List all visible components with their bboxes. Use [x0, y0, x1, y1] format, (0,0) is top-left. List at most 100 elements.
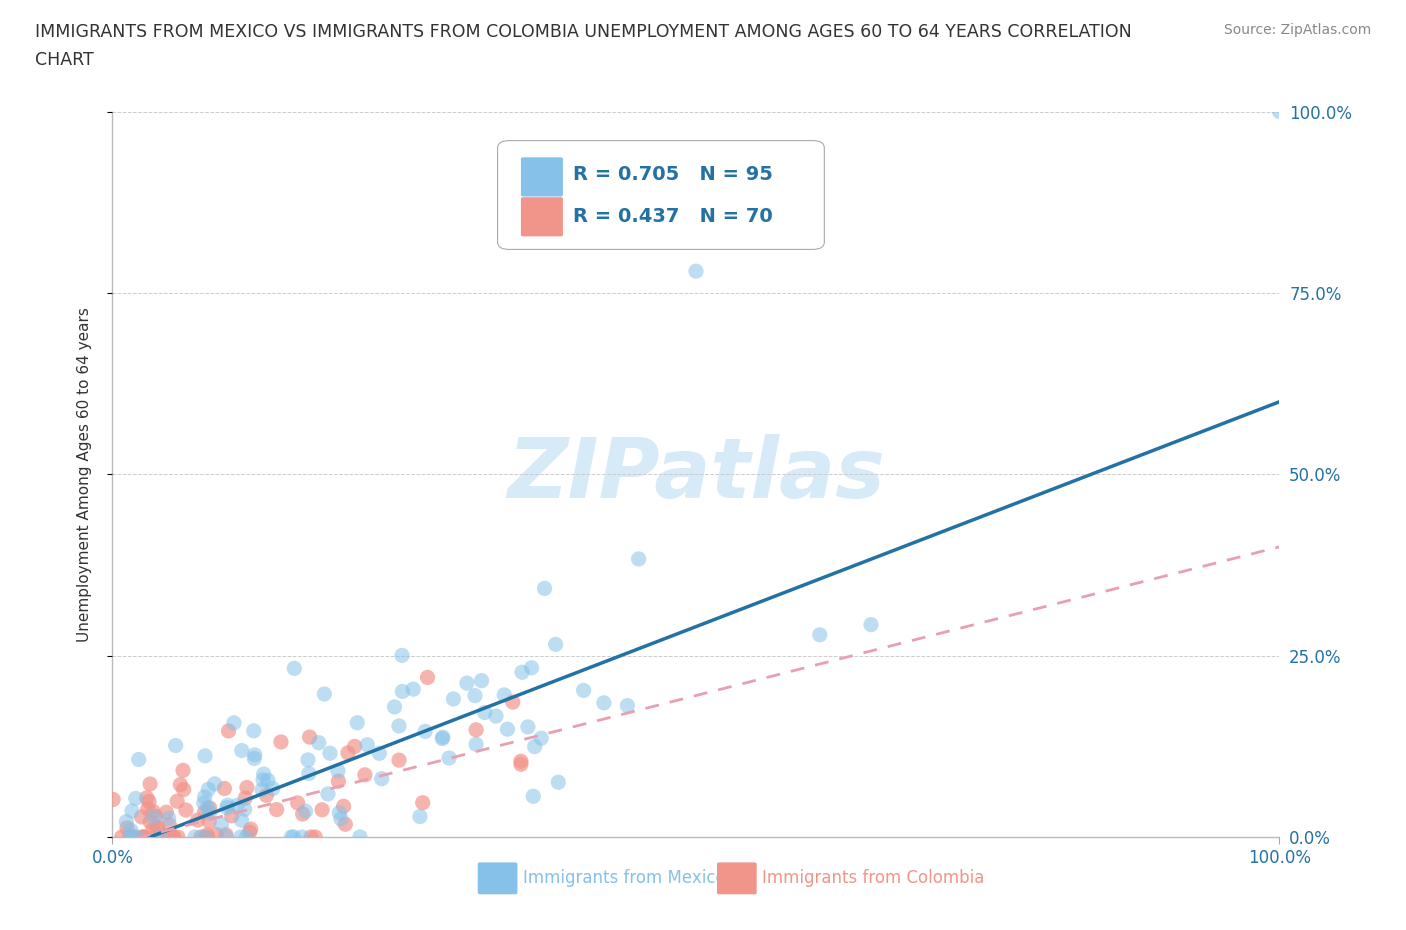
Point [391, 684, 413, 698]
Point [215, 828, 238, 843]
Point [346, 715, 368, 730]
Point [356, 737, 378, 752]
Point [456, 676, 478, 691]
Point [298, 730, 321, 745]
Point [311, 803, 333, 817]
Point [270, 735, 292, 750]
Point [252, 773, 274, 788]
Point [343, 739, 366, 754]
Point [502, 695, 524, 710]
Point [215, 830, 238, 844]
Y-axis label: Unemployment Among Ages 60 to 64 years: Unemployment Among Ages 60 to 64 years [77, 307, 91, 642]
Point [291, 830, 314, 844]
Point [195, 828, 218, 843]
Point [437, 751, 460, 765]
Point [222, 715, 245, 730]
Point [257, 773, 280, 788]
Point [808, 628, 831, 643]
Point [280, 830, 302, 844]
Point [172, 763, 194, 777]
Point [283, 661, 305, 676]
Point [139, 815, 162, 830]
Point [496, 722, 519, 737]
Point [254, 788, 277, 803]
Point [547, 775, 569, 790]
Point [125, 830, 148, 844]
Point [157, 817, 180, 832]
Point [101, 792, 124, 807]
FancyBboxPatch shape [478, 862, 517, 895]
Point [149, 830, 172, 844]
Point [142, 804, 165, 818]
Point [190, 830, 212, 844]
Point [592, 696, 614, 711]
Point [354, 767, 377, 782]
Point [287, 795, 309, 810]
Point [522, 789, 544, 804]
Point [441, 692, 464, 707]
Point [238, 825, 260, 840]
Point [432, 730, 454, 745]
Point [173, 782, 195, 797]
Point [572, 683, 595, 698]
Point [298, 766, 321, 781]
Point [162, 830, 184, 844]
Point [494, 687, 516, 702]
Point [115, 820, 138, 835]
Point [138, 794, 160, 809]
Point [157, 811, 180, 826]
Point [236, 780, 259, 795]
Text: ZIPatlas: ZIPatlas [508, 433, 884, 515]
Point [239, 822, 262, 837]
Point [291, 806, 314, 821]
Point [326, 764, 349, 778]
Point [516, 720, 538, 735]
FancyBboxPatch shape [520, 157, 562, 196]
Point [156, 830, 179, 844]
Point [384, 699, 406, 714]
Point [163, 830, 186, 844]
Point [194, 804, 217, 819]
Text: R = 0.705   N = 95: R = 0.705 N = 95 [574, 166, 773, 184]
Point [142, 821, 165, 836]
Point [198, 814, 221, 829]
Point [294, 804, 316, 818]
Point [194, 790, 217, 804]
Point [509, 757, 531, 772]
Point [165, 738, 187, 753]
Point [115, 815, 138, 830]
Point [471, 673, 494, 688]
Point [304, 830, 326, 844]
Point [314, 686, 336, 701]
Point [142, 810, 165, 825]
Point [128, 752, 150, 767]
Point [474, 705, 496, 720]
Text: R = 0.437   N = 70: R = 0.437 N = 70 [574, 207, 773, 226]
Point [195, 830, 218, 844]
Point [226, 798, 249, 813]
Point [413, 724, 436, 738]
Point [510, 665, 533, 680]
Point [194, 749, 217, 764]
Point [860, 618, 883, 632]
Point [197, 782, 219, 797]
Point [388, 752, 411, 767]
Point [523, 739, 546, 754]
Point [169, 777, 191, 792]
Point [627, 551, 650, 566]
Point [174, 803, 197, 817]
Point [368, 746, 391, 761]
Point [136, 802, 159, 817]
Point [464, 688, 486, 703]
Point [166, 794, 188, 809]
Point [146, 821, 169, 836]
Point [250, 782, 273, 797]
Point [204, 777, 226, 791]
Text: Immigrants from Mexico: Immigrants from Mexico [523, 870, 725, 887]
Point [485, 709, 508, 724]
Point [111, 830, 134, 844]
Point [218, 724, 240, 738]
Point [121, 830, 143, 844]
Point [217, 800, 239, 815]
Point [209, 817, 232, 832]
